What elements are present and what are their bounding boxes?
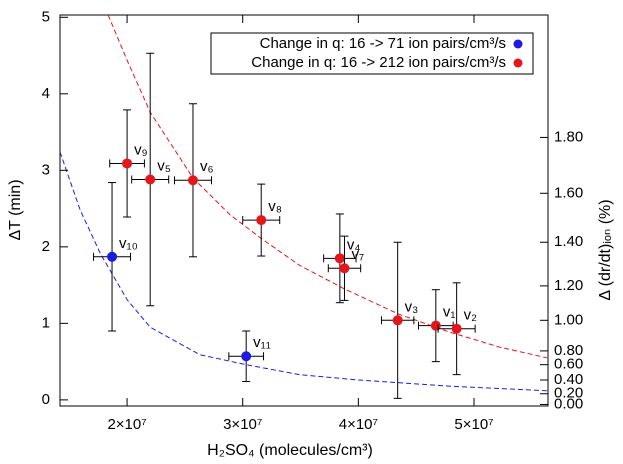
legend-marker [513,39,523,49]
point [256,215,267,226]
legend-label: Change in q: 16 -> 71 ion pairs/cm³/s [260,35,506,52]
point [392,315,403,326]
point-label: v₆ [200,158,214,175]
legend-box [210,32,534,75]
point-label: v₁₁ [253,334,271,351]
y2-tick-label: 0.00 [554,395,583,412]
point-label: v₂ [464,307,478,324]
x-axis-label: H₂SO₄ (molecules/cm³) [207,442,373,459]
point [187,175,198,186]
x-tick-label: 3×10⁷ [223,416,262,433]
y2-tick-label: 0.40 [554,371,583,388]
point [451,323,462,334]
y2-tick-label: 1.00 [554,311,583,328]
y2-tick-label: 1.60 [554,184,583,201]
point [145,174,156,185]
fit-curve [107,15,547,359]
y2-tick-label: 0.20 [554,385,583,402]
y2-tick-label: 1.80 [554,128,583,145]
fit-curves [60,15,547,392]
y2-tick-label: 1.40 [554,233,583,250]
y-tick-label: 3 [42,161,50,178]
point-label: v₇ [351,246,364,263]
x-tick-label: 5×10⁷ [454,416,493,433]
y-tick-label: 5 [42,8,50,25]
point-label: v₅ [157,157,171,174]
y-tick-label: 4 [42,85,50,102]
point [107,251,118,262]
point-label: v₈ [268,198,282,215]
point-label: v₉ [134,141,148,158]
point-label: v₃ [405,298,419,315]
plot-frame [59,14,549,407]
y-tick-label: 2 [42,238,50,255]
y2-tick-label: 1.20 [554,277,583,294]
y-tick-label: 1 [42,314,50,331]
y-axis-label: ΔT (min) [7,179,24,240]
legend-label: Change in q: 16 -> 212 ion pairs/cm³/s [251,54,506,71]
x-tick-label: 2×10⁷ [107,416,146,433]
x-tick-label: 4×10⁷ [339,416,378,433]
point [122,158,133,169]
point [339,263,350,274]
point-label: v₁₀ [119,235,138,252]
y2-axis-label: Δ (dr/dt)ᵢₒₙ (%) [597,199,614,300]
y-tick-label: 0 [42,391,50,408]
point [241,351,252,362]
point-label: v₄ [347,236,361,253]
point [334,253,345,264]
y2-tick-label: 0.80 [554,342,583,359]
y2-tick-label: 0.60 [554,356,583,373]
point-label: v₁ [443,304,456,321]
fit-curve [60,151,547,392]
legend-marker [513,58,523,68]
